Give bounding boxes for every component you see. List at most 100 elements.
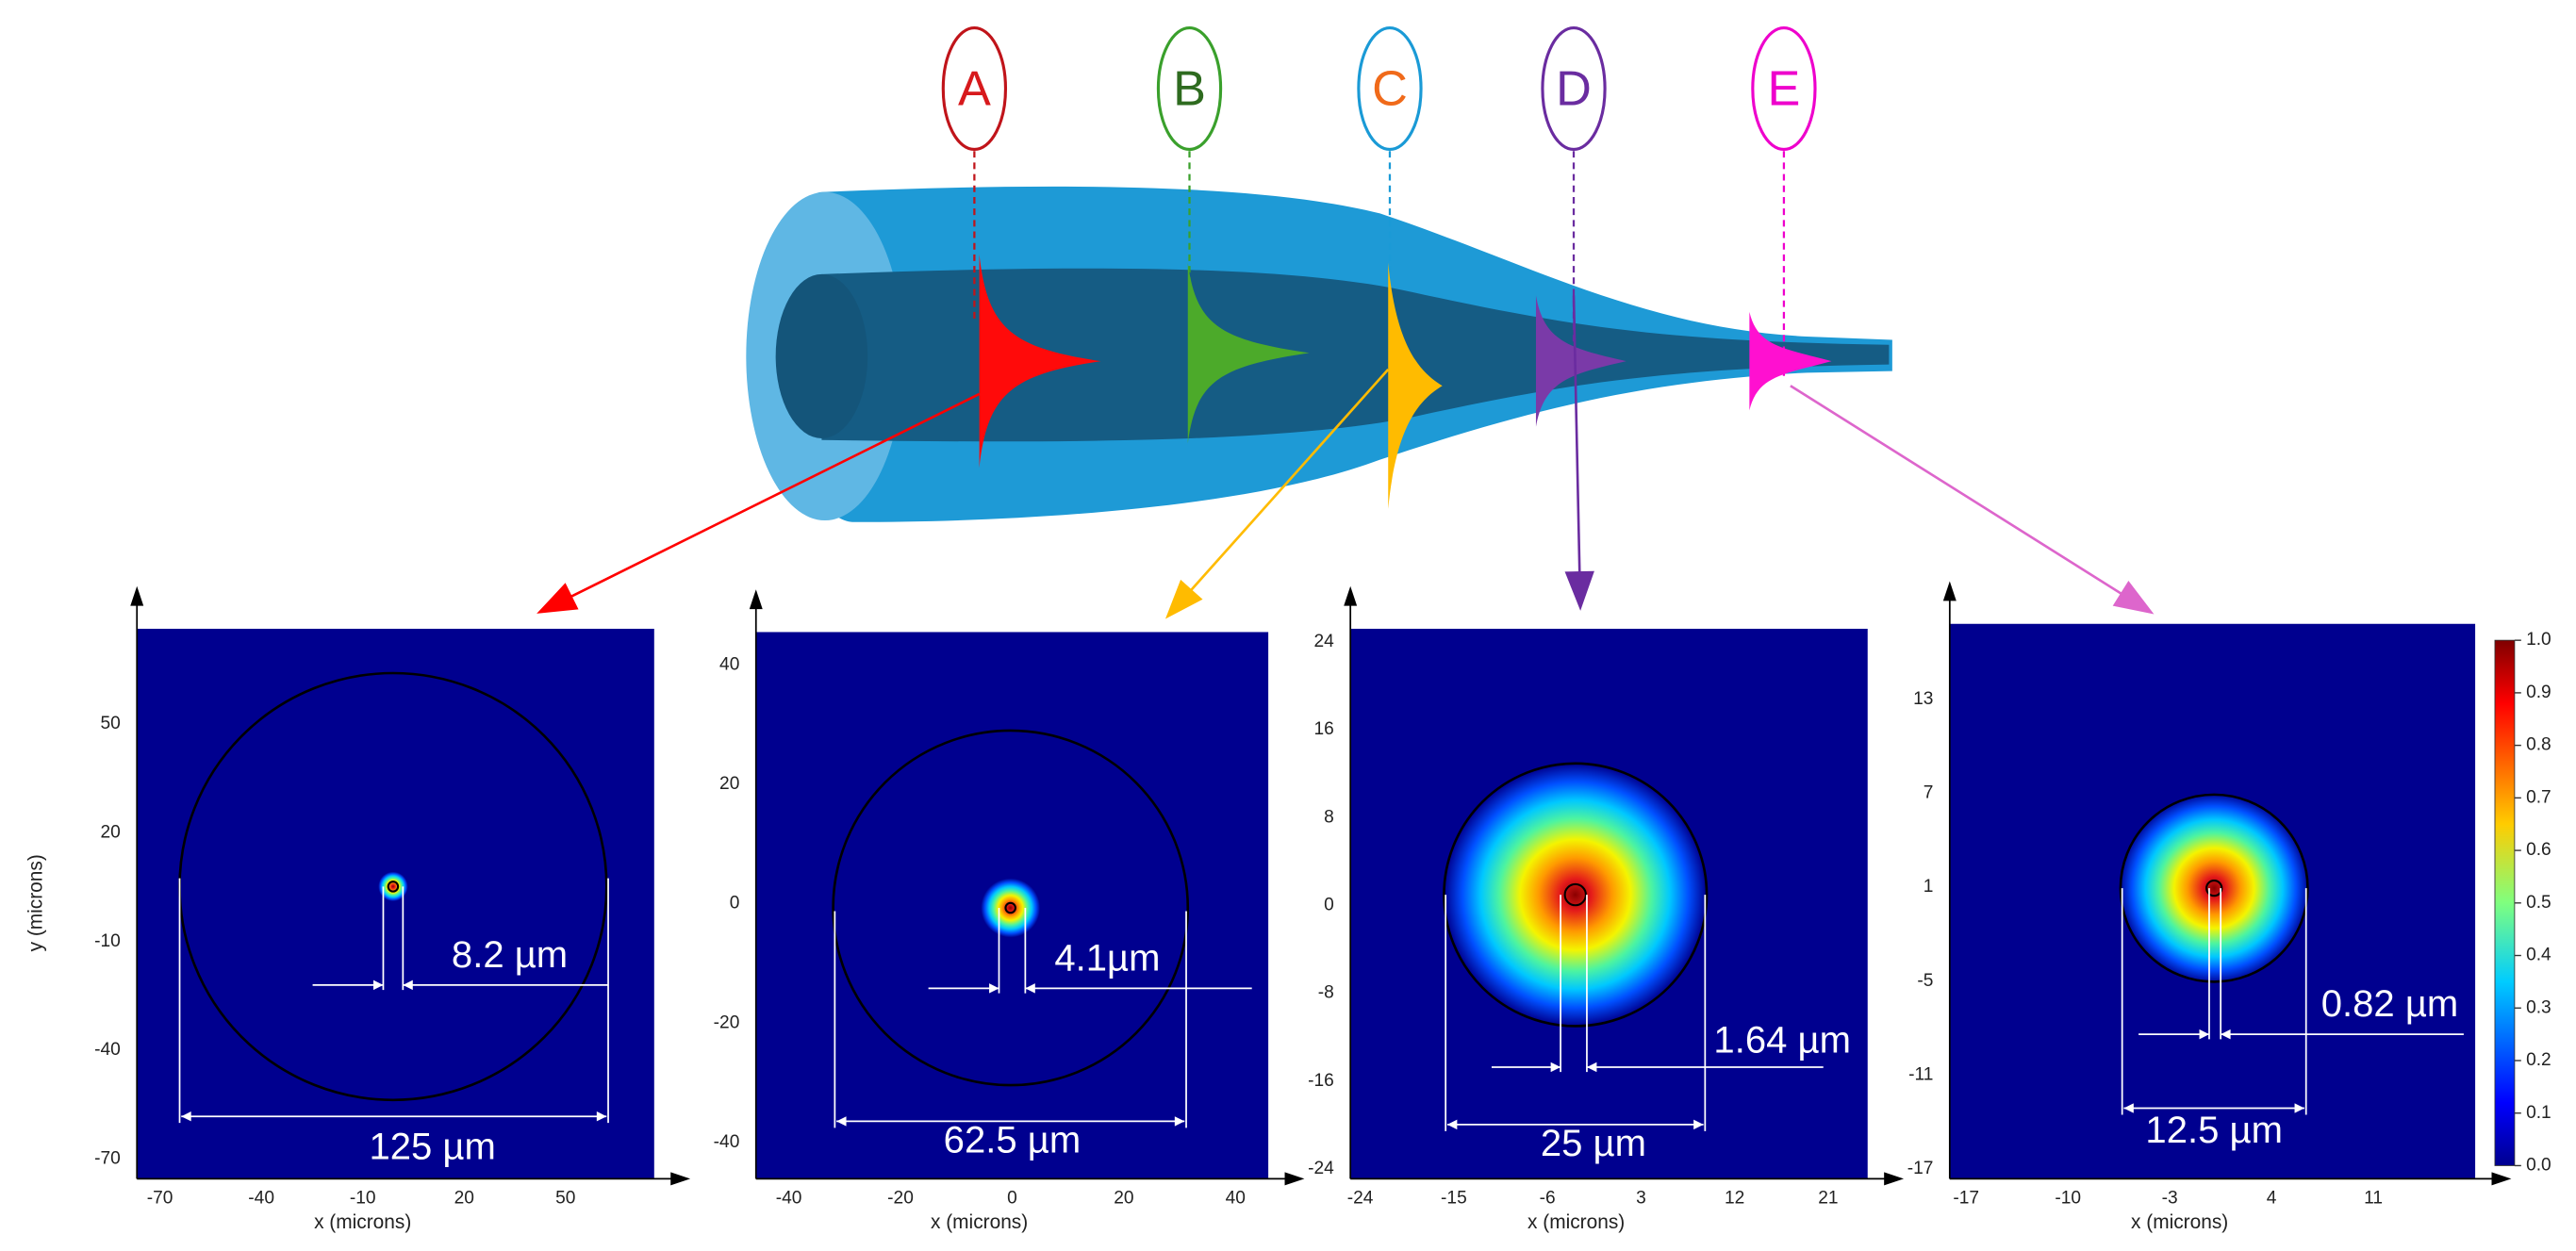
x-axis-arrow (1284, 1172, 1305, 1186)
y-tick-label: 13 (1913, 689, 1933, 709)
y-tick-label: 40 (719, 654, 739, 674)
colorbar-tick-label: 0.0 (2526, 1156, 2551, 1176)
y-tick-label: 1 (1924, 877, 1934, 897)
x-axis-label: x (microns) (931, 1211, 1028, 1233)
y-tick-label: 7 (1924, 783, 1934, 803)
y-tick-label: 8 (1324, 807, 1334, 827)
x-axis-arrow (670, 1172, 691, 1186)
x-tick-label: -6 (1540, 1188, 1556, 1208)
colorbar-tick-label: 0.3 (2526, 997, 2551, 1017)
x-tick-label: -17 (1953, 1188, 1979, 1208)
y-tick-label: -16 (1308, 1071, 1334, 1091)
cladding-circle (2119, 793, 2309, 983)
y-axis-arrow (130, 585, 144, 606)
y-tick-label: 0 (730, 894, 740, 914)
y-tick-label: 20 (101, 822, 121, 842)
x-tick-label: -10 (2055, 1188, 2081, 1208)
stage-marker (1357, 26, 1423, 152)
y-axis-label: y (microns) (25, 854, 47, 951)
arrow-head (537, 583, 579, 614)
colorbar-tick-label: 0.2 (2526, 1050, 2551, 1070)
pulse (1388, 262, 1443, 509)
colorbar-tick-label: 0.9 (2526, 683, 2551, 702)
y-axis-arrow (1344, 585, 1358, 606)
colorbar-tick-label: 0.7 (2526, 787, 2551, 807)
arrow (1168, 368, 1390, 616)
x-tick-label: -70 (147, 1188, 173, 1208)
y-tick-label: -10 (94, 931, 121, 951)
y-tick-label: -20 (714, 1012, 740, 1032)
stage-marker (1751, 26, 1817, 152)
y-axis-arrow (749, 589, 763, 610)
x-axis-arrow (1884, 1172, 1905, 1186)
mode-spot (378, 871, 408, 902)
core-diameter: 1.64 µm (1713, 1019, 1851, 1061)
arrow-head (2112, 581, 2155, 615)
x-tick-label: -3 (2162, 1188, 2178, 1208)
cladding-circle (1443, 762, 1709, 1028)
pulse (1187, 262, 1310, 444)
y-tick-label: -17 (1907, 1159, 1934, 1178)
colorbar-tick-label: 0.1 (2526, 1103, 2551, 1123)
x-tick-label: -10 (350, 1188, 376, 1208)
arrow (541, 392, 981, 612)
stage-label: D (1556, 61, 1592, 116)
y-tick-label: -24 (1308, 1159, 1334, 1178)
stage-marker (1541, 26, 1607, 152)
arrow (1790, 385, 2150, 612)
y-tick-label: 20 (719, 774, 739, 794)
cladding-diameter: 12.5 µm (2145, 1110, 2283, 1151)
colorbar (2494, 639, 2516, 1166)
heatmap (137, 628, 654, 1179)
x-tick-label: 12 (1725, 1188, 1744, 1208)
x-tick-label: 20 (1114, 1188, 1133, 1208)
y-tick-label: -8 (1318, 983, 1334, 1003)
x-tick-label: -20 (887, 1188, 914, 1208)
y-tick-label: 50 (101, 714, 121, 733)
x-tick-label: 50 (555, 1188, 575, 1208)
cladding-diameter: 25 µm (1541, 1123, 1646, 1164)
x-tick-label: -24 (1347, 1188, 1374, 1208)
x-axis-label: x (microns) (314, 1211, 411, 1233)
core-circle (387, 881, 400, 893)
mode-spot (2119, 793, 2310, 984)
x-tick-label: 3 (1636, 1188, 1646, 1208)
x-tick-label: 4 (2267, 1188, 2277, 1208)
x-tick-label: 21 (1818, 1188, 1838, 1208)
arrow-head (1164, 579, 1203, 619)
cladding-diameter: 125 µm (369, 1127, 495, 1168)
x-tick-label: 11 (2364, 1188, 2383, 1208)
colorbar-tick-label: 0.4 (2526, 946, 2551, 965)
arrow (1572, 295, 1582, 604)
arrow-head (1564, 570, 1594, 611)
y-tick-label: -40 (94, 1040, 121, 1060)
stage-label: C (1372, 61, 1408, 116)
y-tick-label: -11 (1908, 1064, 1933, 1084)
y-tick-label: -40 (714, 1132, 740, 1152)
core-circle (2205, 880, 2223, 897)
cladding-circle (832, 729, 1190, 1087)
colorbar-tick-label: 1.0 (2526, 630, 2551, 650)
y-tick-label: -5 (1917, 971, 1933, 991)
stage-label: B (1173, 61, 1206, 116)
y-tick-label: 24 (1313, 632, 1334, 651)
x-tick-label: 40 (1226, 1188, 1246, 1208)
x-axis-label: x (microns) (1527, 1211, 1625, 1233)
x-tick-label: 20 (454, 1188, 474, 1208)
x-tick-label: 0 (1007, 1188, 1017, 1208)
y-axis-arrow (1942, 581, 1957, 601)
x-tick-label: -15 (1441, 1188, 1467, 1208)
stage-marker (941, 26, 1008, 152)
pulse (1535, 295, 1627, 427)
pulse (979, 254, 1101, 469)
y-tick-label: -70 (94, 1149, 121, 1169)
colorbar-tick-label: 0.8 (2526, 735, 2551, 755)
fiber (746, 186, 1892, 522)
core-diameter: 8.2 µm (452, 934, 568, 976)
core-diameter: 4.1µm (1054, 937, 1160, 979)
core-diameter: 0.82 µm (2321, 983, 2459, 1025)
x-axis-arrow (2491, 1172, 2512, 1186)
stage-label: A (958, 61, 991, 116)
